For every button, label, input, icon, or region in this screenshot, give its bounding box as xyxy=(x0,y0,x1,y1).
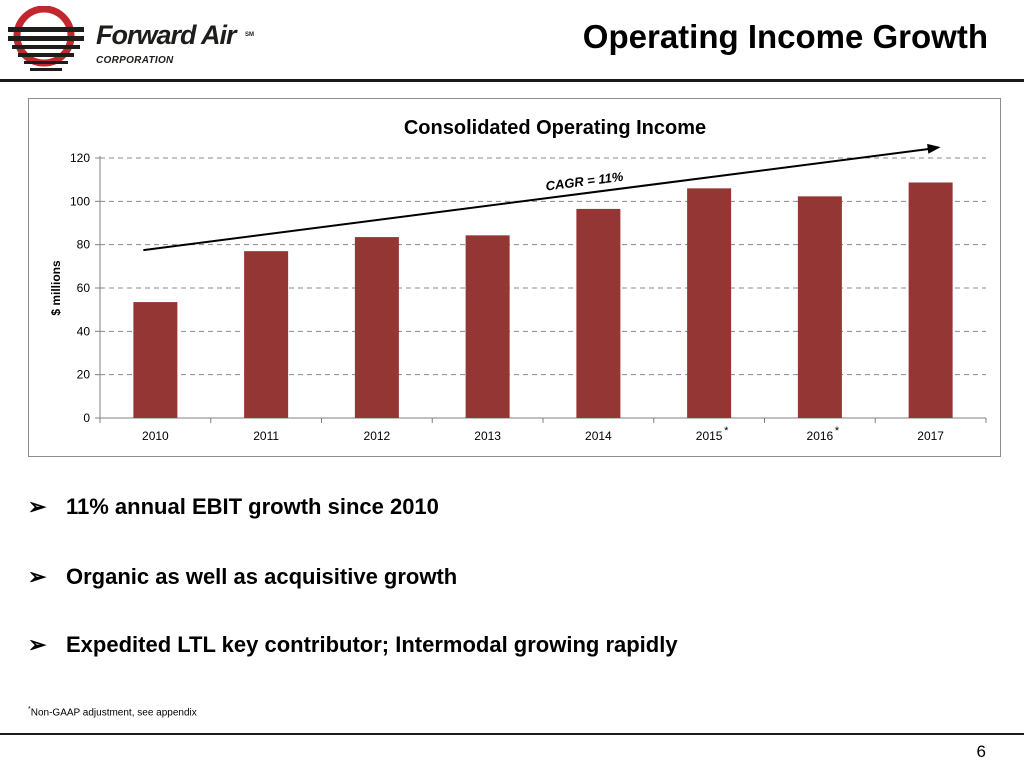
bar-2013 xyxy=(465,235,510,418)
bar-2010 xyxy=(133,302,178,418)
bullet-text: Organic as well as acquisitive growth xyxy=(66,564,458,589)
y-axis-label: $ millions xyxy=(49,260,63,316)
logo-wordmark: Forward Air xyxy=(96,20,237,50)
logo-subtitle: CORPORATION xyxy=(96,55,174,66)
bullet-text: 11% annual EBIT growth since 2010 xyxy=(66,494,439,519)
arrow-bullet-icon: ➢ xyxy=(28,632,47,657)
footnote-marker: * xyxy=(28,706,31,713)
y-tick-label: 40 xyxy=(77,324,91,338)
bar-2014 xyxy=(576,208,621,418)
bar-2011 xyxy=(244,251,289,418)
x-tick-label: 2015 xyxy=(696,429,723,443)
bullet-item: ➢ 11% annual EBIT growth since 2010 xyxy=(28,494,439,520)
arrow-bullet-icon: ➢ xyxy=(28,564,47,589)
bar-2012 xyxy=(354,237,399,418)
x-tick-marker: * xyxy=(835,425,840,437)
y-tick-label: 20 xyxy=(77,368,91,382)
y-tick-label: 100 xyxy=(70,194,90,208)
logo-emblem-icon xyxy=(8,5,84,71)
footnote: *Non-GAAP adjustment, see appendix xyxy=(28,706,197,718)
cagr-arrow-line xyxy=(143,147,931,252)
company-logo: Forward Air SM CORPORATION xyxy=(6,5,266,76)
y-tick-label: 60 xyxy=(77,281,91,295)
operating-income-chart: Consolidated Operating Income 0 20 40 60 80 10… xyxy=(49,117,987,443)
bullet-item: ➢ Organic as well as acquisitive growth xyxy=(28,564,457,590)
footnote-text: Non-GAAP adjustment, see appendix xyxy=(30,707,197,719)
bar-2017 xyxy=(908,182,953,418)
cagr-arrowhead-icon xyxy=(927,143,941,154)
x-tick-label: 2012 xyxy=(364,429,391,443)
x-tick-label: 2017 xyxy=(917,429,944,443)
bar-2015 xyxy=(687,188,732,418)
arrow-bullet-icon: ➢ xyxy=(28,494,47,519)
bullet-text: Expedited LTL key contributor; Intermoda… xyxy=(66,632,678,657)
x-tick-label: 2013 xyxy=(474,429,501,443)
page-number: 6 xyxy=(976,742,986,761)
x-tick-label: 2016 xyxy=(807,429,834,443)
bar-2016 xyxy=(797,196,842,418)
y-tick-label: 80 xyxy=(77,238,91,252)
chart-container: Consolidated Operating Income 0 20 40 60 80 10… xyxy=(28,98,1001,457)
y-tick-label: 0 xyxy=(83,411,90,425)
x-tick-label: 2014 xyxy=(585,429,612,443)
page-title: Operating Income Growth xyxy=(582,18,988,55)
logo-service-mark: SM xyxy=(245,32,254,38)
x-tick-label: 2010 xyxy=(142,429,169,443)
y-tick-label: 120 xyxy=(70,151,90,165)
footer-divider xyxy=(0,733,1024,735)
chart-title: Consolidated Operating Income xyxy=(404,117,706,139)
bullet-item: ➢ Expedited LTL key contributor; Intermod… xyxy=(28,632,678,658)
x-tick-label: 2011 xyxy=(253,429,279,443)
header-divider xyxy=(0,79,1024,82)
x-tick-marker: * xyxy=(724,425,729,437)
